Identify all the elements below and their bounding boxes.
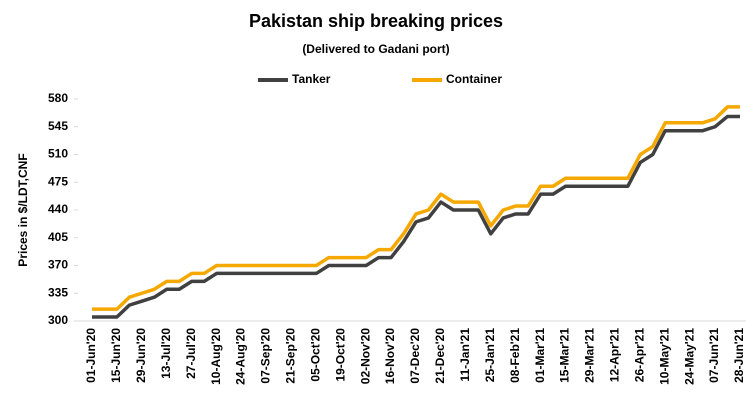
x-tick-label: 12-Apr'21 [608,328,622,383]
y-axis-label: Prices in $/LDT,CNF [16,153,30,266]
x-tick-label: 01-Jun'20 [84,328,98,383]
x-tick-label: 15-Jun'20 [109,328,123,383]
x-tick-label: 26-Apr'21 [632,328,646,383]
y-tick-label: 335 [48,285,68,299]
x-tick-label: 16-Nov'20 [383,328,397,385]
chart-subtitle: (Delivered to Gadani port) [302,42,449,56]
x-tick-label: 02-Nov'20 [358,328,372,385]
y-tick-label: 300 [48,313,68,327]
x-tick-label: 08-Feb'21 [508,328,522,383]
x-tick-label: 28-Jun'21 [732,328,746,383]
x-tick-label: 29-Jun'20 [134,328,148,383]
x-tick-label: 29-Mar'21 [583,328,597,383]
y-tick-label: 475 [48,174,68,188]
x-tick-label: 01-Mar'21 [533,328,547,383]
y-tick-label: 405 [48,230,68,244]
x-tick-label: 21-Dec'20 [433,328,447,384]
series-line [92,114,740,319]
x-tick-label: 07-Dec'20 [408,328,422,384]
x-tick-label: 11-Jan'21 [458,328,472,382]
x-tick-label: 25-Jan'21 [483,328,497,383]
x-tick-label: 10-May'21 [657,328,671,385]
x-tick-label: 13-Jul'20 [159,328,173,379]
y-tick-label: 440 [48,202,68,216]
x-tick-label: 21-Sep'20 [284,328,298,384]
y-tick-label: 545 [48,119,68,133]
y-tick-label: 580 [48,91,68,105]
x-tick-label: 10-Aug'20 [209,328,223,385]
x-tick-label: 27-Jul'20 [184,328,198,379]
x-tick-label: 07-Jun'21 [707,328,721,383]
x-tick-label: 24-May'21 [682,328,696,385]
chart-title: Pakistan ship breaking prices [249,11,503,31]
y-tick-label: 510 [48,147,68,161]
x-tick-label: 05-Oct'20 [308,328,322,382]
x-tick-label: 15-Mar'21 [558,328,572,383]
series-line [92,105,740,311]
legend-label: Container [446,72,502,86]
x-tick-label: 07-Sep'20 [259,328,273,384]
x-tick-label: 19-Oct'20 [333,328,347,382]
legend-label: Tanker [292,72,331,86]
x-tick-label: 24-Aug'20 [234,328,248,385]
y-tick-label: 370 [48,258,68,272]
